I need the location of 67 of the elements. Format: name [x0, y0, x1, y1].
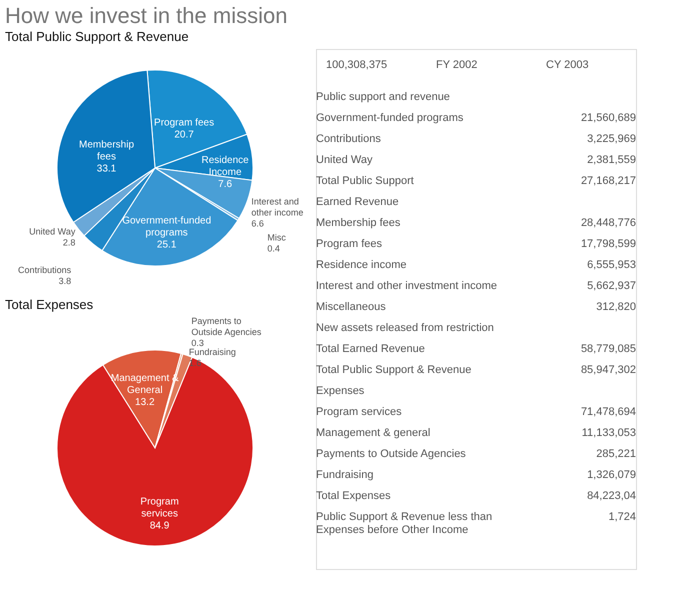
slice-label: United Way: [29, 226, 76, 237]
text: 28,448,776: [580, 217, 636, 229]
text: 58,779,085: [580, 343, 636, 355]
data-label: 25.1: [156, 240, 177, 251]
data-label: 84.9: [150, 520, 170, 532]
category-label: Management & general: [316, 427, 430, 439]
category-label: Program services: [316, 406, 402, 418]
category-label: New assets released from restriction: [316, 322, 494, 334]
category-label: Fundraising: [316, 469, 374, 481]
category-label: Interest and other investment income: [316, 280, 497, 292]
category-label: Total Public Support & Revenue: [316, 364, 472, 376]
data-label: 3.8: [58, 276, 72, 286]
text: 84,223,04: [587, 490, 636, 502]
slice-label: Fundraising: [188, 346, 236, 357]
chart-subtitle: Total Public Support & Revenue: [5, 29, 189, 44]
text: FY 2002: [436, 59, 478, 71]
category-label: Earned Revenue: [316, 196, 399, 208]
category-label: Miscellaneous: [316, 301, 386, 313]
category-label: Public Support & Revenue less than Expenses before Other Income: [316, 511, 492, 536]
data-label: 7.6: [218, 179, 232, 190]
chart-title: How we invest in the mission: [5, 3, 288, 28]
text: 3,225,969: [587, 133, 636, 145]
text: 2,381,559: [587, 154, 636, 166]
slice-label: Payments to Outside Agencies: [191, 316, 262, 338]
slice-label: Program fees: [154, 118, 214, 129]
data-label: 6.6: [251, 218, 264, 228]
slice-label: Membership fees: [78, 139, 134, 162]
category-label: Total Earned Revenue: [316, 343, 425, 355]
data-label: 0.3: [191, 338, 204, 348]
category-label: Residence income: [316, 259, 406, 271]
chart-title: Total Expenses: [5, 297, 94, 312]
text: 100,308,375: [326, 59, 388, 71]
data-label: 13.2: [135, 397, 155, 408]
data-label: 20.7: [174, 130, 194, 141]
slice-label: Government-funded programs: [122, 216, 212, 239]
text: 11,133,053: [582, 427, 636, 439]
category-label: Total Public Support: [316, 175, 414, 187]
text: 85,947,302: [580, 364, 636, 376]
category-label: Expenses: [316, 385, 365, 397]
category-label: Total Expenses: [316, 490, 392, 502]
text: 312,820: [596, 301, 636, 313]
slice-label: Misc: [267, 232, 286, 242]
category-label: Government-funded programs: [316, 112, 464, 124]
text: 17,798,599: [580, 238, 636, 250]
category-label: Program fees: [316, 238, 383, 250]
text: 27,168,217: [580, 175, 636, 187]
text: 285,221: [596, 448, 636, 460]
category-label: Contributions: [316, 133, 382, 145]
data-label: 2.8: [62, 238, 76, 248]
text: 1,724: [608, 511, 636, 523]
category-label: Public support and revenue: [316, 91, 450, 103]
data-label: 33.1: [96, 163, 117, 174]
category-label: Payments to Outside Agencies: [316, 448, 466, 460]
slice-label: Program services: [140, 496, 179, 520]
slice-label: Residence Income: [201, 155, 250, 178]
text: 71,478,694: [580, 406, 636, 418]
slice-label: Contributions: [18, 264, 72, 275]
slice-label: Interest and other income: [251, 196, 304, 218]
text: 5,662,937: [587, 280, 636, 292]
category-label: Membership fees: [316, 217, 401, 229]
text: CY 2003: [546, 59, 589, 71]
text: 1,326,079: [587, 469, 636, 481]
category-label: United Way: [316, 154, 373, 166]
text: 6,555,953: [587, 259, 636, 271]
data-label: 1.6: [188, 358, 202, 368]
data-label: 0.4: [267, 243, 280, 254]
text: 21,560,689: [580, 112, 636, 124]
